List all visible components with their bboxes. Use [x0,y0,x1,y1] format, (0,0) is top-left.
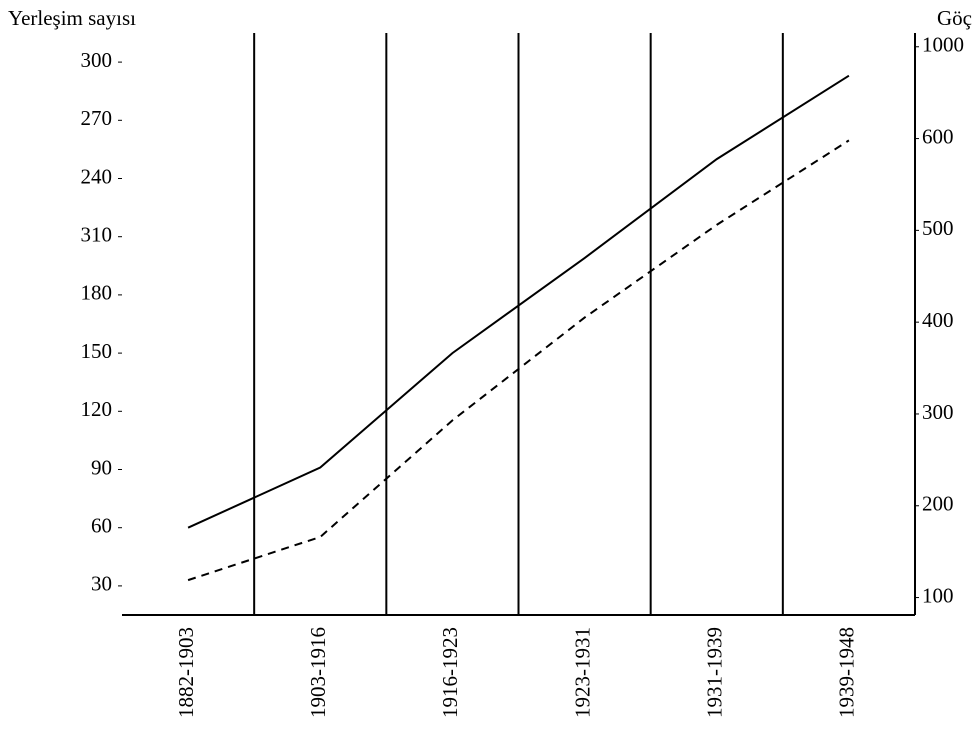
data-line [187,139,850,582]
x-tick-label: 1916-1923 [438,627,462,718]
y-tick-label: 30 [91,572,112,596]
y-tick-label: 150 [81,339,113,363]
x-tick-label: 1931-1939 [703,627,727,718]
y2-tick-label: 100 [922,583,954,607]
y-tick-label: 90 [91,455,112,479]
y2-tick-label: 500 [922,216,954,240]
y-tick-label: 180 [81,281,113,305]
y2-tick-label: 200 [922,492,954,516]
x-tick-label: 1939-1948 [835,627,859,718]
y-tick-label: 300 [81,48,113,72]
y-axis-label: Yerleşim sayısı [8,6,136,30]
y2-tick-label: 300 [922,400,954,424]
y2-tick-label: 400 [922,308,954,332]
y-tick-label: 120 [81,397,113,421]
y2-tick-label: 600 [922,124,954,148]
y2-tick-label: 1000 [922,33,964,57]
y2-axis-label: Göç [937,6,972,30]
x-tick-label: 1923-1931 [570,627,594,718]
y-tick-label: 270 [81,106,113,130]
x-tick-label: 1882-1903 [174,627,198,718]
data-line [187,74,850,529]
x-tick-label: 1903-1916 [306,627,330,718]
y-tick-label: 310 [81,223,113,247]
y-tick-label: 60 [91,514,112,538]
y-tick-label: 240 [81,164,113,188]
